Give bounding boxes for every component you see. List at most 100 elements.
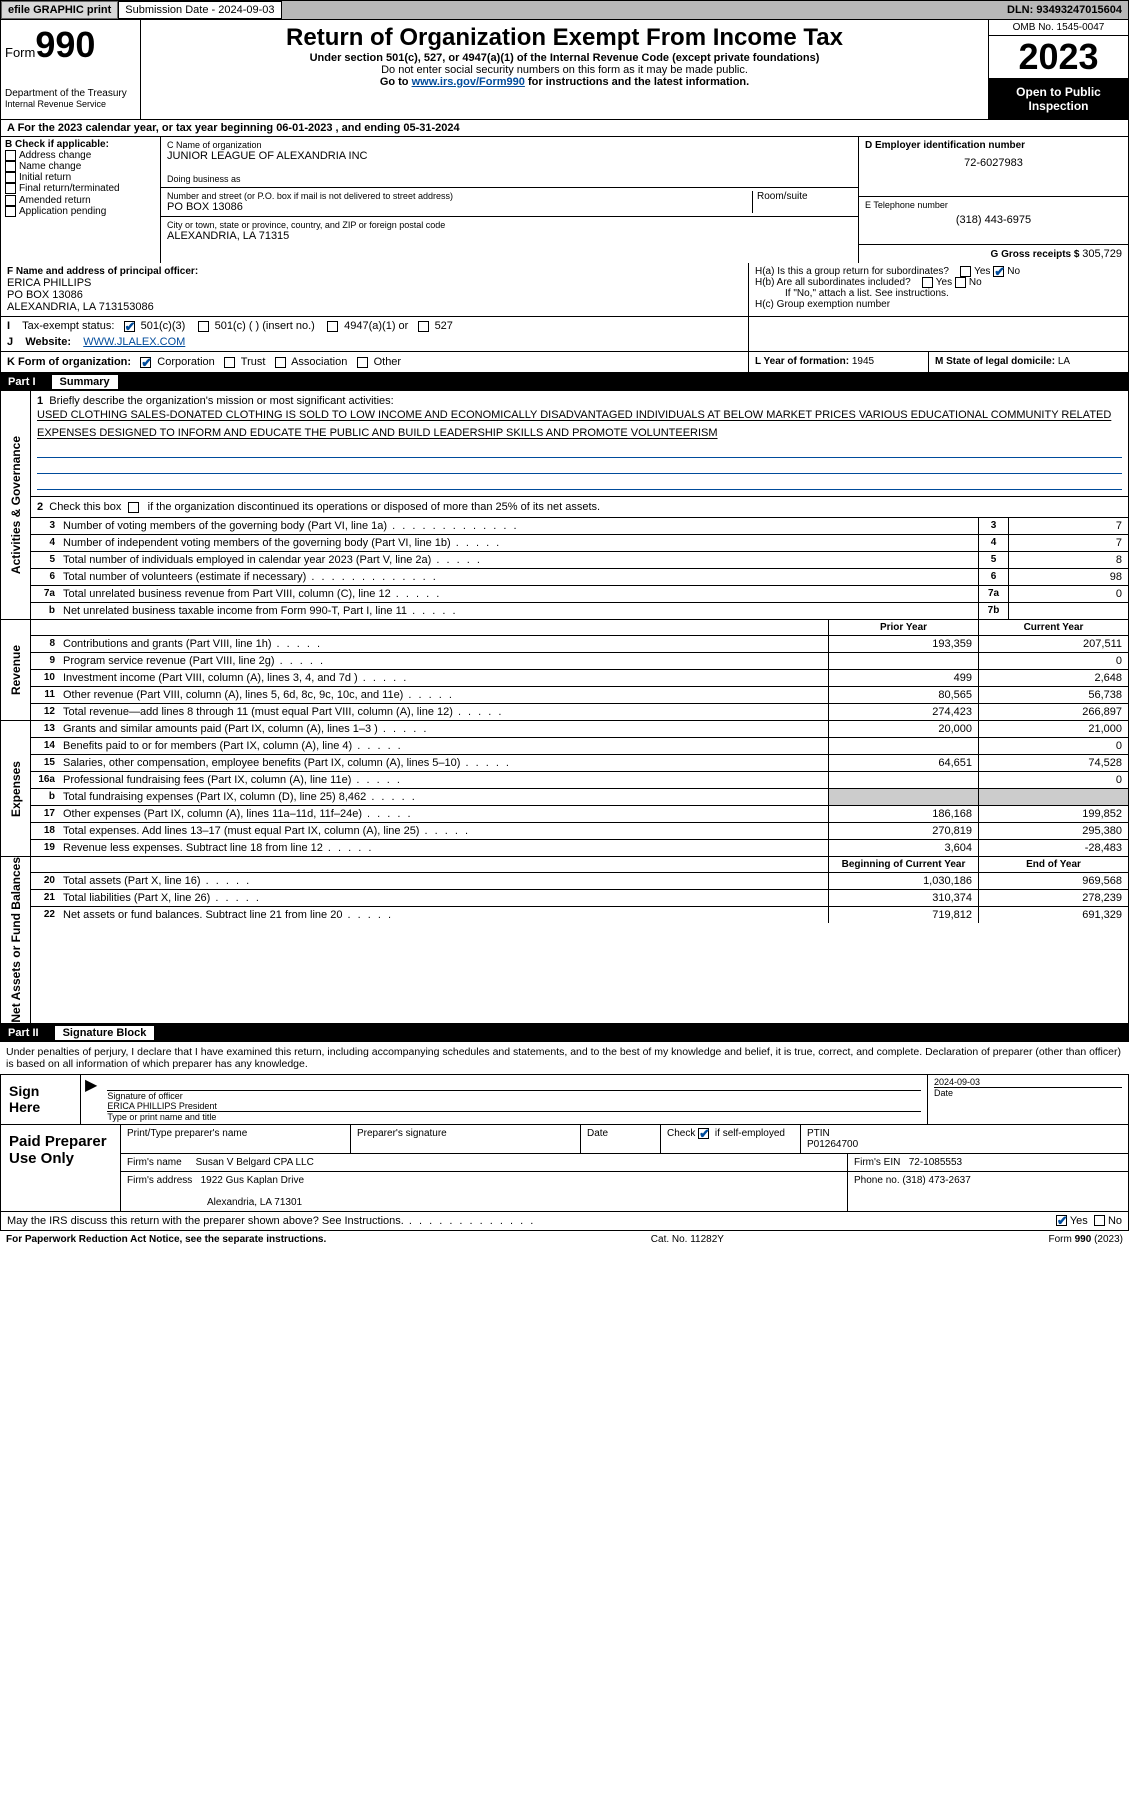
year-formation: 1945 [852, 356, 874, 367]
current-val: 295,380 [978, 823, 1128, 839]
form-org-label: K Form of organization: [7, 356, 131, 368]
mission-label: Briefly describe the organization's miss… [49, 395, 393, 407]
check-discontinued[interactable] [128, 502, 139, 513]
revenue-section: Revenue Prior YearCurrent Year 8Contribu… [0, 620, 1129, 721]
line-7a: Total unrelated business revenue from Pa… [59, 586, 978, 602]
table-row: 9Program service revenue (Part VIII, lin… [31, 653, 1128, 670]
goto-suffix: for instructions and the latest informat… [525, 76, 749, 88]
cat-no: Cat. No. 11282Y [326, 1234, 1048, 1245]
line-text: Net assets or fund balances. Subtract li… [59, 907, 828, 923]
prior-val: 270,819 [828, 823, 978, 839]
gross-receipts-value: 305,729 [1082, 248, 1122, 260]
line-5: Total number of individuals employed in … [59, 552, 978, 568]
org-name: JUNIOR LEAGUE OF ALEXANDRIA INC [167, 150, 852, 162]
goto-prefix: Go to [380, 76, 412, 88]
city-state-zip: ALEXANDRIA, LA 71315 [167, 230, 852, 242]
form-number: 990 [35, 24, 95, 65]
paperwork-notice: For Paperwork Reduction Act Notice, see … [6, 1234, 326, 1245]
ptin-value: P01264700 [807, 1139, 858, 1150]
arrow-icon: ▶ [81, 1075, 101, 1124]
sign-date: 2024-09-03 [934, 1077, 1122, 1088]
form-title: Return of Organization Exempt From Incom… [149, 24, 980, 52]
check-amended-return[interactable]: Amended return [5, 195, 156, 206]
domicile: LA [1058, 356, 1070, 367]
line-3-val: 7 [1008, 518, 1128, 534]
perjury-text: Under penalties of perjury, I declare th… [0, 1042, 1129, 1075]
table-row: 21Total liabilities (Part X, line 26)310… [31, 890, 1128, 907]
check-address-change[interactable]: Address change [5, 150, 156, 161]
part2-header: Part II Signature Block [0, 1024, 1129, 1042]
line-6: Total number of volunteers (estimate if … [59, 569, 978, 585]
irs-link[interactable]: www.irs.gov/Form990 [412, 76, 525, 88]
subtitle-3: Go to www.irs.gov/Form990 for instructio… [149, 76, 980, 88]
table-row: 16aProfessional fundraising fees (Part I… [31, 772, 1128, 789]
form-990-2023: Form 990 (2023) [1049, 1234, 1123, 1245]
firm-ein: 72-1085553 [909, 1157, 962, 1168]
org-name-label: C Name of organization [167, 140, 852, 150]
current-val: 199,852 [978, 806, 1128, 822]
sig-officer-label: Signature of officer [107, 1091, 182, 1101]
efile-print-button[interactable]: efile GRAPHIC print [1, 1, 118, 19]
website-link[interactable]: WWW.JLALEX.COM [83, 336, 185, 348]
line-text: Investment income (Part VIII, column (A)… [59, 670, 828, 686]
line-text: Grants and similar amounts paid (Part IX… [59, 721, 828, 737]
prep-date-hdr: Date [581, 1125, 661, 1153]
check-discuss-no[interactable] [1094, 1215, 1105, 1226]
prior-val: 310,374 [828, 890, 978, 906]
domicile-label: M State of legal domicile: [935, 356, 1058, 367]
table-row: 15Salaries, other compensation, employee… [31, 755, 1128, 772]
table-row: 14Benefits paid to or for members (Part … [31, 738, 1128, 755]
check-corp[interactable] [140, 357, 151, 368]
prior-year-hdr: Prior Year [828, 620, 978, 635]
check-self-employed[interactable] [698, 1128, 709, 1139]
ptin-cell: PTINP01264700 [801, 1125, 1128, 1153]
governance-section: Activities & Governance 1 Briefly descri… [0, 391, 1129, 620]
table-row: 18Total expenses. Add lines 13–17 (must … [31, 823, 1128, 840]
check-discuss-yes[interactable] [1056, 1215, 1067, 1226]
firm-name-label: Firm's name [127, 1157, 182, 1168]
current-val: 74,528 [978, 755, 1128, 771]
phone-label: E Telephone number [865, 200, 1122, 210]
current-val [978, 789, 1128, 805]
check-other[interactable] [357, 357, 368, 368]
discuss-text: May the IRS discuss this return with the… [7, 1215, 1056, 1227]
sign-here-label: Sign Here [1, 1075, 81, 1124]
h-b-note: If "No," attach a list. See instructions… [755, 288, 1122, 299]
prior-val: 80,565 [828, 687, 978, 703]
check-name-change[interactable]: Name change [5, 161, 156, 172]
row-k-l-m: K Form of organization: Corporation Trus… [0, 352, 1129, 373]
check-trust[interactable] [224, 357, 235, 368]
check-final-return[interactable]: Final return/terminated [5, 183, 156, 194]
sign-here-section: Sign Here ▶ Signature of officer ERICA P… [0, 1075, 1129, 1125]
irs-label: Internal Revenue Service [5, 99, 136, 109]
firm-addr1: 1922 Gus Kaplan Drive [201, 1175, 304, 1186]
line-text: Total fundraising expenses (Part IX, col… [59, 789, 828, 805]
netassets-section: Net Assets or Fund Balances Beginning of… [0, 857, 1129, 1024]
mission-text: USED CLOTHING SALES-DONATED CLOTHING IS … [37, 407, 1122, 442]
part1-label: Part I [8, 376, 48, 388]
tax-exempt-row: I Tax-exempt status: 501(c)(3) 501(c) ( … [7, 320, 742, 332]
dept-treasury: Department of the Treasury [5, 88, 136, 99]
check-501c[interactable] [198, 321, 209, 332]
check-501c3[interactable] [124, 321, 135, 332]
preparer-name-hdr: Print/Type preparer's name [121, 1125, 351, 1153]
part2-label: Part II [8, 1027, 51, 1039]
sign-date-label: Date [934, 1088, 953, 1098]
check-527[interactable] [418, 321, 429, 332]
table-row: 8Contributions and grants (Part VIII, li… [31, 636, 1128, 653]
check-assoc[interactable] [275, 357, 286, 368]
line-text: Benefits paid to or for members (Part IX… [59, 738, 828, 754]
table-row: 19Revenue less expenses. Subtract line 1… [31, 840, 1128, 856]
firm-addr2: Alexandria, LA 71301 [127, 1197, 302, 1208]
room-suite-label: Room/suite [752, 191, 852, 213]
line-text: Total expenses. Add lines 13–17 (must eq… [59, 823, 828, 839]
h-b: H(b) Are all subordinates included? Yes … [755, 277, 1122, 288]
line-text: Total liabilities (Part X, line 26) [59, 890, 828, 906]
table-row: 22Net assets or fund balances. Subtract … [31, 907, 1128, 923]
check-application-pending[interactable]: Application pending [5, 206, 156, 217]
check-4947[interactable] [327, 321, 338, 332]
check-initial-return[interactable]: Initial return [5, 172, 156, 183]
prior-val: 719,812 [828, 907, 978, 923]
dln: DLN: 93493247015604 [1001, 2, 1128, 18]
table-row: 10Investment income (Part VIII, column (… [31, 670, 1128, 687]
